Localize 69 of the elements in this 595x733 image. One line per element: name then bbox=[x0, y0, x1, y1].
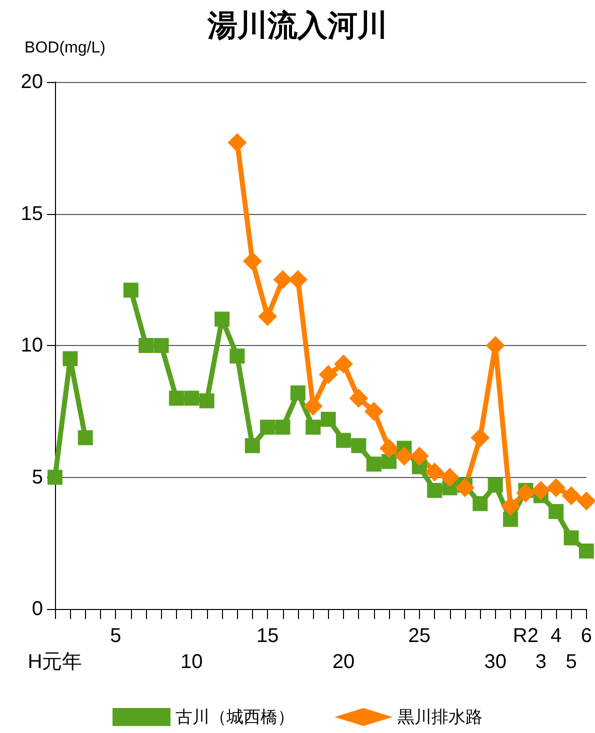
point bbox=[380, 438, 399, 458]
point bbox=[501, 496, 520, 516]
point bbox=[62, 351, 78, 366]
point bbox=[440, 468, 460, 487]
point bbox=[516, 484, 536, 503]
point bbox=[548, 504, 564, 520]
x-tick-label: 30 bbox=[484, 651, 506, 673]
x-tick-label: R2 bbox=[512, 625, 538, 647]
point bbox=[427, 482, 442, 498]
point bbox=[154, 338, 169, 353]
y-tick-label: 5 bbox=[32, 466, 43, 488]
point bbox=[488, 478, 503, 493]
point bbox=[576, 491, 595, 510]
point bbox=[425, 462, 444, 482]
point bbox=[214, 312, 230, 327]
point bbox=[230, 348, 245, 364]
point bbox=[503, 512, 518, 527]
point bbox=[562, 486, 581, 506]
point bbox=[138, 338, 154, 353]
point bbox=[78, 430, 93, 446]
point bbox=[260, 420, 276, 435]
point bbox=[364, 402, 384, 421]
point bbox=[564, 530, 579, 546]
point bbox=[168, 390, 184, 406]
x-tick-label: H元年 bbox=[28, 651, 82, 673]
point bbox=[48, 470, 62, 485]
point bbox=[578, 544, 594, 559]
point bbox=[320, 412, 336, 427]
y-tick-label: 10 bbox=[20, 334, 43, 356]
chart-title: 湯川流入河川 bbox=[206, 8, 388, 42]
point bbox=[470, 428, 490, 448]
x-tick-label: 6 bbox=[580, 625, 592, 647]
point bbox=[546, 478, 566, 498]
point bbox=[336, 432, 351, 448]
x-tick-label: 10 bbox=[180, 651, 203, 673]
point bbox=[290, 385, 306, 400]
legend-label: 古川（城西橋） bbox=[176, 708, 294, 726]
x-tick-label: 25 bbox=[408, 625, 431, 647]
x-tick-label: 15 bbox=[256, 625, 279, 647]
x-tick-label: 4 bbox=[550, 625, 562, 647]
point bbox=[351, 438, 366, 454]
x-tick-label: 5 bbox=[566, 651, 577, 673]
point bbox=[334, 354, 353, 374]
y-axis-title: BOD(mg/L) bbox=[24, 40, 106, 56]
x-tick-label: 3 bbox=[535, 651, 546, 673]
point bbox=[242, 252, 262, 271]
point bbox=[275, 420, 290, 435]
y-tick-label: 20 bbox=[20, 71, 43, 93]
point bbox=[199, 393, 214, 408]
point bbox=[244, 438, 260, 454]
point bbox=[184, 390, 200, 406]
point bbox=[228, 133, 247, 152]
point bbox=[349, 388, 368, 408]
point bbox=[382, 454, 397, 469]
y-tick-label: 0 bbox=[32, 598, 43, 620]
point bbox=[410, 446, 429, 466]
point bbox=[394, 446, 414, 466]
point bbox=[472, 496, 488, 512]
point bbox=[306, 420, 321, 435]
point bbox=[366, 456, 382, 472]
y-tick-label: 15 bbox=[20, 202, 43, 225]
point bbox=[258, 307, 278, 326]
point bbox=[531, 480, 550, 500]
point bbox=[455, 478, 474, 498]
x-tick-label: 20 bbox=[332, 651, 355, 673]
point bbox=[318, 364, 338, 384]
point bbox=[123, 282, 138, 298]
x-tick-label: 5 bbox=[110, 625, 122, 647]
legend-label: 黒川排水路 bbox=[398, 708, 482, 726]
